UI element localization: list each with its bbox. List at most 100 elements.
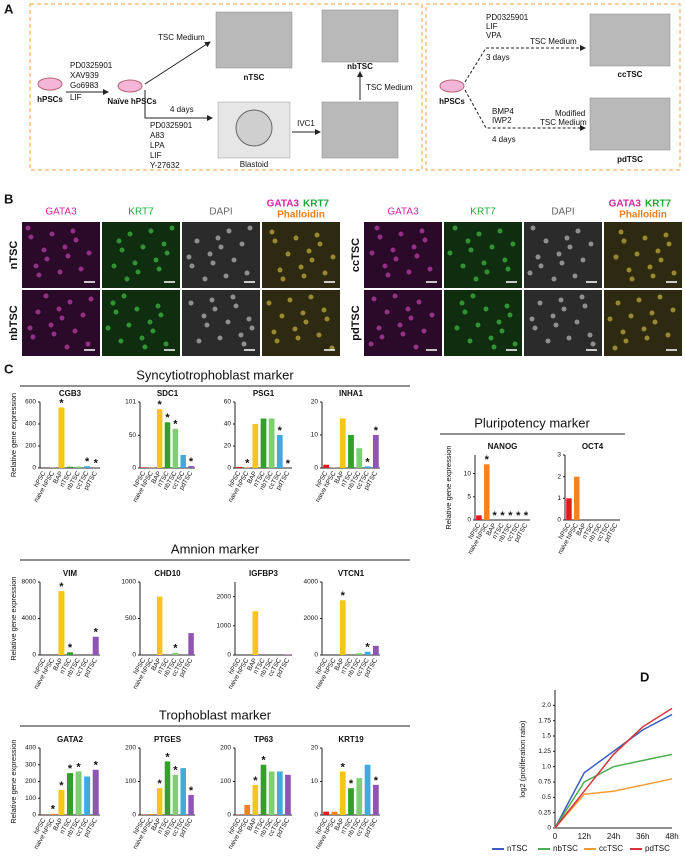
cell-spot xyxy=(629,276,635,282)
cell-spot xyxy=(647,264,653,270)
y-tick-label: 20 xyxy=(311,745,319,752)
bar xyxy=(260,764,267,815)
y-tick-label: 0 xyxy=(32,652,36,659)
cell-spot xyxy=(231,257,237,263)
label: pdTSC xyxy=(617,155,643,164)
cell-spot xyxy=(663,232,669,238)
y-tick-label: 60 xyxy=(224,399,232,406)
cell-spot xyxy=(470,293,476,299)
cell-spot xyxy=(156,266,162,272)
cell-spot xyxy=(43,293,49,299)
y-tick-label: 1.75 xyxy=(538,717,551,724)
cell-spot xyxy=(244,270,250,276)
bar xyxy=(252,424,259,468)
significance: * xyxy=(365,456,370,468)
cell-spot xyxy=(369,250,375,256)
significance: * xyxy=(286,458,291,470)
significance: * xyxy=(94,760,99,772)
cell-spot xyxy=(147,319,153,325)
y-axis-label: Relative gene expression xyxy=(9,576,18,660)
legend-label: pdTSC xyxy=(645,844,670,853)
significance: * xyxy=(189,785,194,797)
y-tick-label: 1 xyxy=(557,495,561,502)
significance: * xyxy=(173,419,178,431)
chart-title: VIM xyxy=(63,569,78,578)
cell-spot xyxy=(550,313,556,319)
y-tick-label: 0 xyxy=(227,812,231,819)
cell-spot xyxy=(330,254,336,260)
cell-spot xyxy=(406,269,412,275)
cell-spot xyxy=(285,251,291,257)
cell-spot xyxy=(163,341,169,347)
section-title: Syncytiotrophoblast marker xyxy=(136,367,294,382)
cell-spot xyxy=(408,315,414,321)
cell-spot xyxy=(429,312,435,318)
bar xyxy=(58,789,65,815)
significance: * xyxy=(76,761,81,773)
cell-spot xyxy=(121,293,127,299)
cell-spot xyxy=(188,300,194,306)
bar xyxy=(372,645,379,655)
y-tick-label: 50 xyxy=(129,432,137,439)
cell-spot xyxy=(642,235,648,241)
cell-spot xyxy=(384,309,390,315)
y-tick-label: 20 xyxy=(224,443,232,450)
cell-spot xyxy=(49,231,55,237)
cell-spot xyxy=(655,248,661,254)
bar xyxy=(172,428,179,468)
cell-spot xyxy=(124,276,130,282)
cell-spot xyxy=(496,319,502,325)
y-tick-label: 0 xyxy=(132,652,136,659)
cell-spot xyxy=(505,266,511,272)
bar xyxy=(92,769,99,815)
series-line xyxy=(554,753,673,829)
cell-spot xyxy=(385,272,391,278)
cell-spot xyxy=(215,235,221,241)
chart-title: SDC1 xyxy=(157,389,179,398)
cell-spot xyxy=(618,229,624,235)
stain-label: KRT7 xyxy=(303,199,330,210)
bar xyxy=(180,454,186,468)
cell-spot xyxy=(459,300,465,306)
cell-spot xyxy=(51,331,57,337)
stain-label: GATA3 xyxy=(45,207,77,218)
cell-spot xyxy=(309,257,315,263)
blastoid-icon xyxy=(235,109,273,147)
cell-spot xyxy=(621,238,627,244)
cell-spot xyxy=(579,294,585,300)
y-tick-label: 10 xyxy=(311,778,319,785)
significance: * xyxy=(341,590,346,602)
cell-spot xyxy=(317,241,323,247)
significance: * xyxy=(165,751,170,763)
cell-spot xyxy=(538,263,544,269)
cell-spot xyxy=(119,247,125,253)
cell-spot xyxy=(564,235,570,241)
significance: * xyxy=(94,458,99,470)
bar xyxy=(331,811,338,815)
cell-spot xyxy=(105,325,111,331)
significance: * xyxy=(374,775,379,787)
cell-spot xyxy=(212,306,218,312)
y-tick-label: 0 xyxy=(557,517,561,524)
y-tick-label: 1000 xyxy=(217,623,232,630)
cell-spot xyxy=(72,328,78,334)
cell-spot xyxy=(142,344,148,350)
bar xyxy=(156,788,163,815)
cell-spot xyxy=(559,260,565,266)
cell-spot xyxy=(613,254,619,260)
cell-spot xyxy=(658,257,664,263)
cell-spot xyxy=(397,322,403,328)
significance: * xyxy=(94,627,99,639)
cell-spot xyxy=(465,238,471,244)
significance: * xyxy=(485,454,490,466)
cell-spot xyxy=(110,300,116,306)
cell-spot xyxy=(287,297,293,303)
cell-image xyxy=(321,101,399,159)
bar xyxy=(67,466,73,468)
cell-spot xyxy=(489,244,495,250)
factor: 4 days xyxy=(492,135,516,144)
cell-spot xyxy=(414,253,420,259)
stain-label: Phalloidin xyxy=(619,210,667,221)
chart-title: NANOG xyxy=(488,442,518,451)
